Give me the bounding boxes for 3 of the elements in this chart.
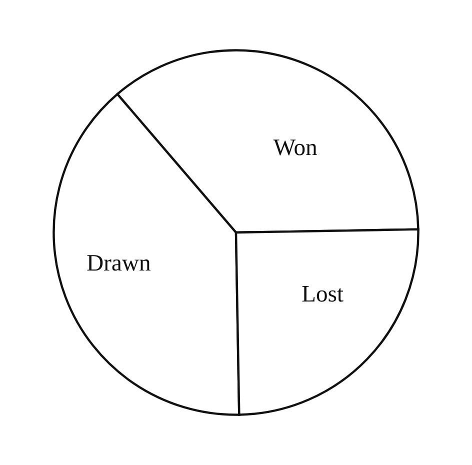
slice-label: Drawn <box>87 255 150 271</box>
slice-label: Lost <box>302 286 344 302</box>
slice-label: Won <box>273 140 318 156</box>
